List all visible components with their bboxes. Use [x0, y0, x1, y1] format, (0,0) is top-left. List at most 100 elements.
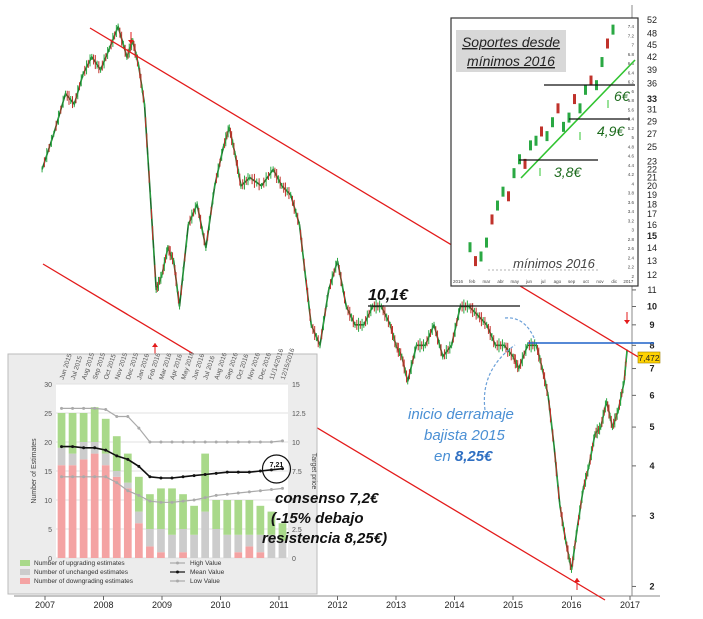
- consensus-point-high: [247, 440, 251, 444]
- consensus-point-low: [104, 475, 108, 479]
- consensus-point-mean: [104, 448, 108, 452]
- y-tick-label: 42: [647, 52, 657, 62]
- consensus-point-high: [104, 408, 108, 412]
- consensus-legend-label: High Value: [190, 560, 222, 567]
- x-tick-label: 2014: [444, 600, 464, 610]
- consensus-point-low: [203, 496, 207, 500]
- consensus-point-low: [137, 493, 141, 497]
- consensus-point-mean: [247, 470, 251, 474]
- consensus-y-tick-label: 15: [44, 469, 52, 476]
- consensus-point-low: [225, 492, 229, 496]
- consensus-point-high: [159, 440, 163, 444]
- consensus-bar-upgrading: [234, 500, 243, 535]
- consensus-point-high: [82, 406, 86, 410]
- inset-candle: [584, 84, 587, 95]
- consensus-legend-label: Mean Value: [190, 569, 225, 576]
- inset-y-tick-label: 5.8: [628, 98, 635, 103]
- consensus-y-tick-label: 0: [48, 556, 52, 563]
- consensus-bar-downgrading: [134, 523, 143, 558]
- consensus-bar-unchanged: [134, 511, 143, 524]
- consensus-point-mean: [60, 445, 64, 449]
- consensus-bar-downgrading: [112, 476, 121, 558]
- consensus-bar-downgrading: [157, 552, 165, 558]
- inset-y-tick-label: 4.4: [628, 163, 635, 168]
- inset-y-tick-label: 2.8: [628, 237, 635, 242]
- spill-prefix: en: [434, 448, 455, 465]
- marker-arrow-head: [152, 343, 158, 347]
- y-tick-label: 21: [647, 172, 657, 182]
- consensus-point-low: [192, 498, 196, 502]
- consensus-bar-downgrading: [101, 465, 110, 558]
- inset-y-tick-label: 4: [631, 181, 634, 186]
- consensus-point-high: [170, 440, 174, 444]
- inset-y-tick-label: 7.4: [628, 24, 635, 29]
- inset-candle: [562, 121, 565, 132]
- consensus-point-low: [82, 475, 86, 479]
- inset-y-tick-label: 2.4: [628, 255, 635, 260]
- y-tick-label: 13: [647, 256, 657, 266]
- consensus-legend-dot: [176, 579, 179, 583]
- inset-label-38: 3,8€: [554, 164, 582, 180]
- y-tick-label: 7: [649, 364, 654, 374]
- inset-candle: [611, 24, 615, 35]
- x-tick-label: 2012: [327, 600, 347, 610]
- consensus-bar-downgrading: [146, 546, 154, 558]
- channel-upper-line: [89, 27, 641, 359]
- consensus-point-low: [71, 475, 75, 479]
- inset-y-tick-label: 2.6: [628, 246, 635, 251]
- inset-y-tick-label: 7.2: [628, 33, 635, 38]
- consensus-bar-upgrading: [267, 511, 276, 535]
- inset-label-6: 6€: [614, 88, 631, 104]
- consensus-bar-upgrading: [101, 418, 110, 454]
- inset-candle: [600, 57, 604, 68]
- inset-y-tick-label: 3.2: [628, 218, 635, 223]
- inset-chart: 2 2.2 2.4 2.6 2.8 3 3.2 3.4 3.6 3.8 4 4.2 4.4 4.6 4.8 5…: [450, 17, 639, 287]
- inset-candle: [545, 131, 549, 142]
- inset-label-49: 4,9€: [597, 123, 625, 139]
- consensus-point-high: [258, 440, 262, 444]
- y-tick-label: 29: [647, 116, 657, 126]
- consensus-point-mean: [214, 471, 218, 475]
- consensus-legend-swatch: [20, 569, 30, 575]
- consensus-bar-unchanged: [146, 529, 154, 547]
- y-tick-label: 36: [647, 79, 657, 89]
- inset-x-tick-label: jun: [525, 279, 533, 284]
- inset-candle: [485, 237, 488, 248]
- consensus-bar-upgrading: [278, 523, 287, 541]
- consensus-legend-swatch: [20, 578, 30, 584]
- consensus-point-low: [269, 488, 273, 492]
- consensus-line3: resistencia 8,25€): [262, 530, 387, 547]
- inset-candle: [490, 214, 494, 225]
- consensus-point-mean: [236, 470, 240, 474]
- inset-x-tick-label: may: [511, 279, 520, 284]
- spill-line1: inicio derramaje: [408, 406, 514, 423]
- inset-candle: [501, 186, 505, 197]
- consensus-bar-upgrading: [256, 505, 265, 535]
- marker-arrow-head: [128, 40, 134, 44]
- consensus-bar-downgrading: [90, 453, 99, 558]
- x-tick-label: 2013: [386, 600, 406, 610]
- inset-candle: [540, 126, 543, 137]
- inset-candle: [589, 75, 593, 86]
- y-tick-label: 22: [647, 164, 657, 174]
- consensus-y2-tick-label: 0: [292, 556, 296, 563]
- consensus-bar-unchanged: [212, 529, 221, 558]
- consensus-bar-upgrading: [79, 413, 88, 442]
- inset-candle: [507, 191, 510, 202]
- consensus-bar-downgrading: [234, 552, 243, 558]
- channel-lower-line: [42, 263, 606, 601]
- inset-title-line1: Soportes desde: [462, 34, 560, 50]
- consensus-bar-upgrading: [123, 453, 132, 483]
- consensus-y2-tick-label: 7.5: [292, 469, 302, 476]
- consensus-point-mean: [137, 464, 141, 468]
- y-tick-label: 4: [649, 461, 654, 471]
- consensus-legend-label: Low Value: [190, 578, 220, 585]
- inset-x-tick-label: abr: [497, 279, 504, 284]
- marker-arrow-head: [624, 320, 630, 324]
- consensus-bar-unchanged: [57, 447, 66, 466]
- consensus-y2-tick-label: 10: [292, 440, 300, 447]
- consensus-point-mean: [93, 446, 97, 450]
- inset-y-tick-label: 3: [631, 228, 634, 233]
- consensus-point-low: [115, 481, 119, 485]
- y-tick-label: 23: [647, 157, 657, 167]
